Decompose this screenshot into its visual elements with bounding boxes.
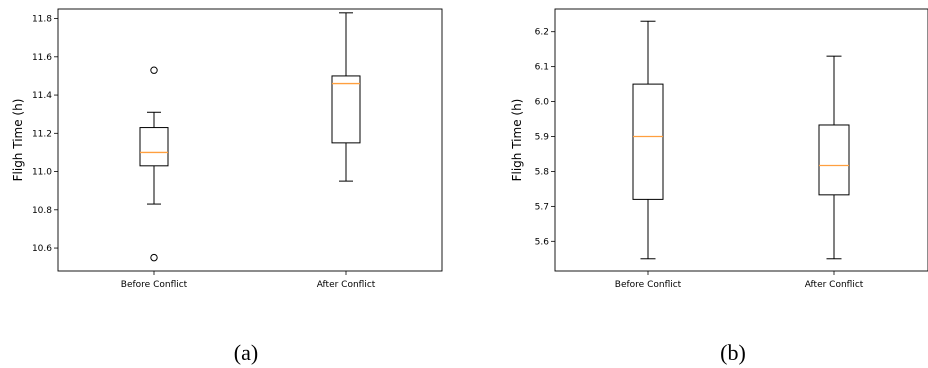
outlier-point [150,66,158,74]
y-tick-label: 5.9 [535,133,550,143]
box-iqr [331,75,361,144]
y-tick-label: 6.0 [535,98,550,108]
chart-panel-b: 5.6 5.7 5.8 5.9 6.0 6.1 6.2 Fligh Time (h) Befor… [510,8,928,365]
outlier-point [150,253,158,262]
y-axis-label: Fligh Time (h) [510,99,524,182]
y-tick-label: 5.6 [535,237,550,247]
y-tick-label: 10.6 [32,244,52,254]
box-iqr [818,124,850,196]
y-tick-label: 5.7 [535,202,549,212]
y-tick-label: 5.8 [535,167,550,177]
y-tick-label: 11.0 [32,168,52,178]
y-tick-label: 6.1 [535,63,549,73]
box-1 [632,20,664,260]
panel-caption: (a) [234,340,258,365]
plot-frame [554,8,928,272]
y-axis-label: Fligh Time (h) [11,99,25,182]
x-tick-label: Before Conflict [615,280,682,290]
box-iqr [632,83,664,200]
chart-panel-a: 10.6 10.8 11.0 11.2 11.4 11.6 11.8 Fligh Time (… [11,8,443,365]
y-tick-label: 11.8 [32,15,52,25]
y-tick-label: 6.2 [535,28,549,38]
panel-caption: (b) [720,340,746,365]
box-2 [818,55,850,260]
x-tick-label: After Conflict [317,280,376,290]
x-tick-label: After Conflict [805,280,864,290]
x-tick-label: Before Conflict [121,280,188,290]
y-tick-label: 10.8 [32,206,52,216]
box-1 [139,66,169,262]
y-tick-label: 11.6 [32,53,52,63]
y-tick-label: 11.4 [32,91,52,101]
y-tick-label: 11.2 [32,129,52,139]
box-2 [331,12,361,182]
plot-frame [57,8,443,272]
box-iqr [139,127,169,167]
